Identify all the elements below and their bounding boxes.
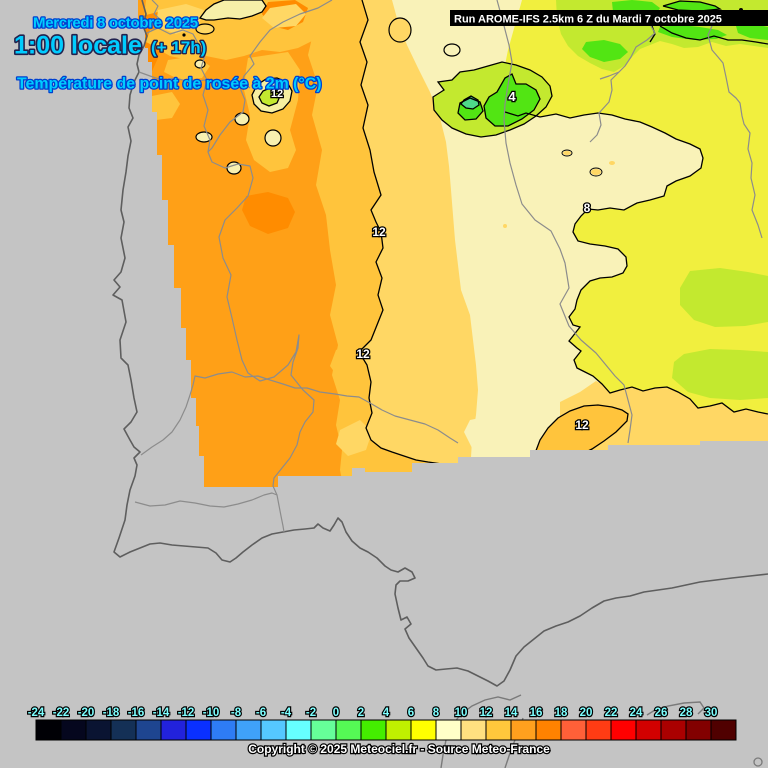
svg-text:-22: -22	[53, 707, 70, 719]
svg-text:-12: -12	[178, 707, 195, 719]
svg-text:Run AROME-IFS 2.5km 6 Z du Mar: Run AROME-IFS 2.5km 6 Z du Mardi 7 octob…	[454, 14, 722, 26]
svg-text:8: 8	[584, 201, 591, 215]
svg-text:-18: -18	[103, 707, 120, 719]
svg-text:-4: -4	[281, 707, 292, 719]
svg-text:16: 16	[530, 707, 543, 719]
svg-text:26: 26	[655, 707, 668, 719]
svg-text:-8: -8	[231, 707, 242, 719]
svg-text:12: 12	[271, 88, 283, 100]
svg-text:24: 24	[630, 707, 643, 719]
svg-text:1:00 locale: 1:00 locale	[14, 32, 142, 60]
svg-text:Température de point de rosée: Température de point de rosée à 2m (°C)	[17, 76, 322, 93]
svg-text:-10: -10	[203, 707, 220, 719]
svg-text:-2: -2	[306, 707, 316, 719]
svg-text:-20: -20	[78, 707, 95, 719]
svg-text:22: 22	[605, 707, 618, 719]
svg-text:4: 4	[383, 707, 390, 719]
svg-text:0: 0	[333, 707, 339, 719]
svg-text:6: 6	[408, 707, 414, 719]
svg-text:(+ 17h): (+ 17h)	[151, 38, 206, 57]
svg-text:-6: -6	[256, 707, 266, 719]
svg-text:28: 28	[680, 707, 693, 719]
svg-text:-24: -24	[28, 707, 45, 719]
svg-text:Copyright © 2025 Meteociel.fr: Copyright © 2025 Meteociel.fr - Source M…	[248, 742, 550, 756]
svg-text:18: 18	[555, 707, 568, 719]
svg-text:12: 12	[575, 418, 589, 432]
svg-text:12: 12	[356, 347, 370, 361]
svg-text:2: 2	[358, 707, 364, 719]
svg-text:-14: -14	[153, 707, 170, 719]
svg-text:Mercredi 8 octobre 2025: Mercredi 8 octobre 2025	[33, 15, 198, 32]
svg-text:4: 4	[508, 89, 516, 104]
svg-text:8: 8	[433, 707, 440, 719]
svg-text:14: 14	[505, 707, 518, 719]
svg-text:10: 10	[455, 707, 468, 719]
svg-text:20: 20	[580, 707, 593, 719]
svg-text:12: 12	[372, 225, 386, 239]
svg-text:12: 12	[480, 707, 493, 719]
svg-text:-16: -16	[128, 707, 145, 719]
svg-text:30: 30	[705, 707, 718, 719]
